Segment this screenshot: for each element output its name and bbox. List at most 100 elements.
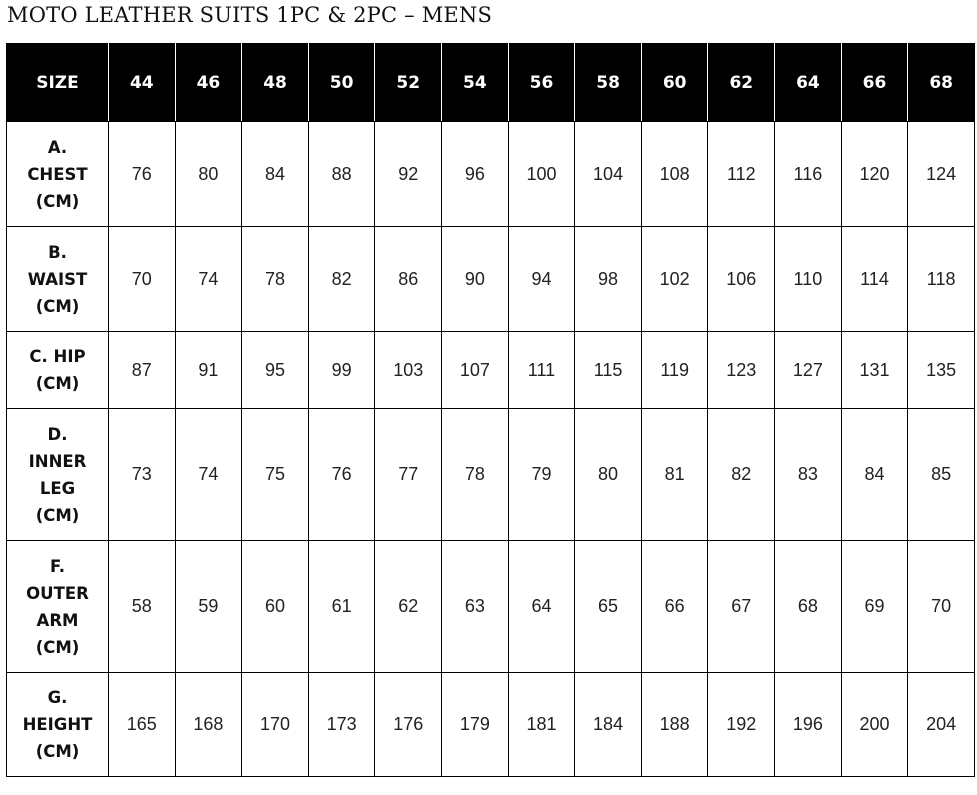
size-column-header: 56 (507, 43, 576, 122)
measurement-cell: 200 (840, 672, 909, 777)
measurement-cell: 84 (241, 121, 309, 227)
measurement-cell: 70 (108, 226, 176, 332)
measurement-cell: 77 (374, 408, 443, 541)
measurement-cell: 176 (374, 672, 443, 777)
measurement-cell: 98 (574, 226, 642, 332)
measurement-cell: 99 (307, 331, 376, 409)
measurement-cell: 107 (441, 331, 509, 409)
measurement-cell: 114 (840, 226, 909, 332)
measurement-cell: 188 (640, 672, 709, 777)
measurement-cell: 86 (374, 226, 443, 332)
measurement-cell: 112 (707, 121, 776, 227)
measurement-cell: 73 (108, 408, 176, 541)
measurement-cell: 94 (507, 226, 576, 332)
measurement-cell: 78 (441, 408, 509, 541)
measurement-cell: 66 (640, 540, 709, 673)
measurement-cell: 116 (774, 121, 842, 227)
measurement-cell: 179 (441, 672, 509, 777)
measurement-cell: 65 (574, 540, 642, 673)
size-chart-table: SIZE 44 46 48 50 52 54 56 58 60 62 64 66 68 A. CHEST … (6, 43, 975, 777)
size-column-header: 58 (574, 43, 642, 122)
measurement-cell: 168 (174, 672, 243, 777)
size-column-header: 64 (774, 43, 842, 122)
measurement-cell: 82 (707, 408, 776, 541)
measurement-cell: 110 (774, 226, 842, 332)
measurement-cell: 80 (574, 408, 642, 541)
measurement-cell: 95 (241, 331, 309, 409)
measurement-cell: 170 (241, 672, 309, 777)
row-label: C. HIP (CM) (6, 331, 109, 409)
measurement-cell: 64 (507, 540, 576, 673)
measurement-cell: 108 (640, 121, 709, 227)
size-column-header: 52 (374, 43, 443, 122)
measurement-cell: 84 (840, 408, 909, 541)
measurement-cell: 184 (574, 672, 642, 777)
measurement-cell: 173 (307, 672, 376, 777)
measurement-cell: 96 (441, 121, 509, 227)
size-header: SIZE (6, 43, 109, 122)
row-label: G. HEIGHT (CM) (6, 672, 109, 777)
measurement-cell: 60 (241, 540, 309, 673)
measurement-cell: 74 (174, 226, 243, 332)
size-column-header: 62 (707, 43, 776, 122)
measurement-cell: 131 (840, 331, 909, 409)
measurement-cell: 81 (640, 408, 709, 541)
page-title: MOTO LEATHER SUITS 1PC & 2PC – MENS (7, 3, 493, 27)
measurement-cell: 106 (707, 226, 776, 332)
row-label: A. CHEST (CM) (6, 121, 109, 227)
measurement-cell: 67 (707, 540, 776, 673)
table-row: C. HIP (CM) 87 91 95 99 103 107 111 115 119 123 127… (6, 331, 975, 409)
measurement-cell: 83 (774, 408, 842, 541)
size-column-header: 60 (640, 43, 709, 122)
measurement-cell: 119 (640, 331, 709, 409)
table-row: G. HEIGHT (CM) 165 168 170 173 176 179 181 184 18… (6, 672, 975, 777)
size-column-header: 48 (241, 43, 309, 122)
row-label: B. WAIST (CM) (6, 226, 109, 332)
measurement-cell: 82 (307, 226, 376, 332)
measurement-cell: 192 (707, 672, 776, 777)
measurement-cell: 127 (774, 331, 842, 409)
row-label: F. OUTER ARM (CM) (6, 540, 109, 673)
measurement-cell: 69 (840, 540, 909, 673)
size-column-header: 68 (907, 43, 975, 122)
measurement-cell: 79 (507, 408, 576, 541)
measurement-cell: 103 (374, 331, 443, 409)
measurement-cell: 123 (707, 331, 776, 409)
measurement-cell: 75 (241, 408, 309, 541)
measurement-cell: 92 (374, 121, 443, 227)
size-column-header: 66 (840, 43, 909, 122)
measurement-cell: 76 (307, 408, 376, 541)
measurement-cell: 118 (907, 226, 975, 332)
measurement-cell: 58 (108, 540, 176, 673)
header-row: SIZE 44 46 48 50 52 54 56 58 60 62 64 66 68 (6, 43, 975, 122)
measurement-cell: 63 (441, 540, 509, 673)
measurement-cell: 90 (441, 226, 509, 332)
measurement-cell: 80 (174, 121, 243, 227)
measurement-cell: 135 (907, 331, 975, 409)
table-row: F. OUTER ARM (CM) 58 59 60 61 62 63 64 65 66 67 68 6… (6, 540, 975, 673)
measurement-cell: 70 (907, 540, 975, 673)
size-column-header: 44 (108, 43, 176, 122)
measurement-cell: 181 (507, 672, 576, 777)
measurement-cell: 111 (507, 331, 576, 409)
measurement-cell: 88 (307, 121, 376, 227)
table-row: A. CHEST (CM) 76 80 84 88 92 96 100 104 108 112 116… (6, 121, 975, 227)
size-column-header: 54 (441, 43, 509, 122)
measurement-cell: 85 (907, 408, 975, 541)
measurement-cell: 76 (108, 121, 176, 227)
measurement-cell: 100 (507, 121, 576, 227)
measurement-cell: 196 (774, 672, 842, 777)
measurement-cell: 74 (174, 408, 243, 541)
measurement-cell: 104 (574, 121, 642, 227)
measurement-cell: 62 (374, 540, 443, 673)
table-row: B. WAIST (CM) 70 74 78 82 86 90 94 98 102 106 110 11… (6, 226, 975, 332)
measurement-cell: 91 (174, 331, 243, 409)
measurement-cell: 61 (307, 540, 376, 673)
measurement-cell: 68 (774, 540, 842, 673)
measurement-cell: 204 (907, 672, 975, 777)
measurement-cell: 59 (174, 540, 243, 673)
measurement-cell: 102 (640, 226, 709, 332)
row-label: D. INNER LEG (CM) (6, 408, 109, 541)
measurement-cell: 78 (241, 226, 309, 332)
measurement-cell: 87 (108, 331, 176, 409)
